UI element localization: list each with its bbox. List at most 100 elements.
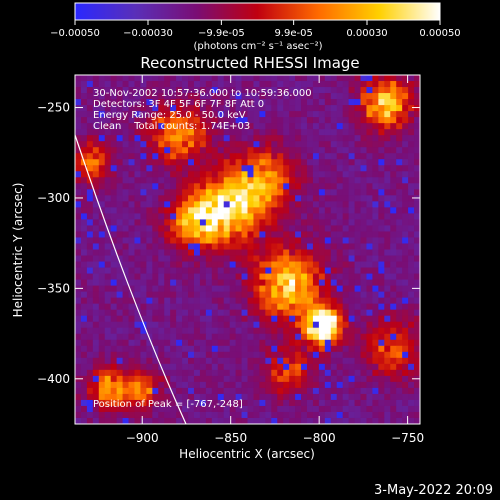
heatmap-cell <box>98 255 106 262</box>
heatmap-cell <box>318 105 326 112</box>
heatmap-cell <box>295 339 302 347</box>
heatmap-cell <box>199 141 207 148</box>
heatmap-cell <box>122 141 129 148</box>
heatmap-cell <box>378 291 385 299</box>
heatmap-cell <box>217 381 225 389</box>
heatmap-cell <box>170 387 177 395</box>
heatmap-cell <box>295 327 302 335</box>
heatmap-cell <box>223 93 231 100</box>
heatmap-cell <box>188 387 195 395</box>
heatmap-cell <box>271 237 278 244</box>
heatmap-cell <box>188 231 195 238</box>
heatmap-cell <box>396 417 403 424</box>
heatmap-cell <box>223 207 231 214</box>
heatmap-cell <box>98 171 106 178</box>
heatmap-cell <box>170 249 177 256</box>
heatmap-cell <box>384 207 391 214</box>
heatmap-cell <box>205 99 213 106</box>
heatmap-cell <box>259 75 266 82</box>
heatmap-cell <box>402 99 409 106</box>
heatmap-cell <box>170 231 177 238</box>
heatmap-cell <box>396 363 403 371</box>
heatmap-cell <box>372 327 379 335</box>
heatmap-cell <box>306 93 314 100</box>
heatmap-cell <box>306 171 314 178</box>
heatmap-cell <box>336 225 344 232</box>
heatmap-cell <box>253 189 260 196</box>
heatmap-cell <box>98 123 106 130</box>
heatmap-cell <box>384 141 391 148</box>
heatmap-cell <box>80 291 88 299</box>
heatmap-cell <box>247 237 254 244</box>
heatmap-cell <box>289 153 296 160</box>
heatmap-cell <box>408 381 415 389</box>
heatmap-cell <box>330 345 338 353</box>
heatmap-cell <box>295 129 302 136</box>
heatmap-cell <box>283 315 290 323</box>
heatmap-cell <box>324 375 332 383</box>
heatmap-cell <box>312 213 320 220</box>
heatmap-cell <box>110 147 118 154</box>
heatmap-cell <box>247 147 254 154</box>
heatmap-cell <box>336 129 344 136</box>
heatmap-cell <box>86 135 94 142</box>
heatmap-cell <box>396 201 403 208</box>
heatmap-cell <box>235 249 242 256</box>
heatmap-cell <box>318 165 326 172</box>
heatmap-cell <box>182 327 189 335</box>
heatmap-cell <box>348 153 355 160</box>
heatmap-cell <box>170 237 177 244</box>
heatmap-cell <box>122 135 129 142</box>
heatmap-cell <box>324 297 332 305</box>
heatmap-cell <box>324 249 332 256</box>
heatmap-cell <box>92 81 100 88</box>
heatmap-cell <box>134 135 141 142</box>
heatmap-cell <box>164 363 171 371</box>
heatmap-cell <box>75 363 82 371</box>
heatmap-cell <box>146 279 153 287</box>
heatmap-cell <box>193 339 201 347</box>
heatmap-cell <box>128 147 135 154</box>
heatmap-cell <box>336 153 344 160</box>
heatmap-cell <box>396 345 403 353</box>
heatmap-cell <box>342 267 350 274</box>
heatmap-cell <box>402 201 409 208</box>
heatmap-cell <box>289 171 296 178</box>
heatmap-cell <box>122 75 129 82</box>
heatmap-cell <box>318 231 326 238</box>
heatmap-cell <box>211 165 219 172</box>
heatmap-cell <box>283 195 290 202</box>
heatmap-cell <box>146 261 153 268</box>
heatmap-cell <box>116 327 123 335</box>
heatmap-cell <box>223 273 231 280</box>
heatmap-cell <box>408 171 415 178</box>
heatmap-cell <box>188 405 195 413</box>
heatmap-cell <box>295 417 302 424</box>
heatmap-cell <box>241 303 248 311</box>
heatmap-cell <box>265 363 272 371</box>
heatmap-cell <box>402 351 409 359</box>
heatmap-cell <box>241 177 248 184</box>
heatmap-cell <box>348 231 355 238</box>
heatmap-cell <box>414 399 420 407</box>
heatmap-cell <box>324 411 332 419</box>
heatmap-cell <box>414 411 420 419</box>
heatmap-cell <box>193 411 201 419</box>
heatmap-cell <box>277 387 284 395</box>
heatmap-cell <box>360 333 367 341</box>
heatmap-cell <box>229 207 237 214</box>
heatmap-cell <box>301 123 308 130</box>
heatmap-cell <box>158 261 165 268</box>
heatmap-cell <box>98 345 106 353</box>
heatmap-cell <box>414 159 420 166</box>
heatmap-cell <box>176 93 183 100</box>
heatmap-cell <box>104 81 112 88</box>
heatmap-cell <box>348 237 355 244</box>
heatmap-cell <box>92 249 100 256</box>
heatmap-cell <box>378 285 385 293</box>
heatmap-cell <box>223 129 231 136</box>
heatmap-cell <box>372 345 379 353</box>
heatmap-cell <box>408 201 415 208</box>
heatmap-cell <box>152 393 159 401</box>
heatmap-cell <box>158 159 165 166</box>
